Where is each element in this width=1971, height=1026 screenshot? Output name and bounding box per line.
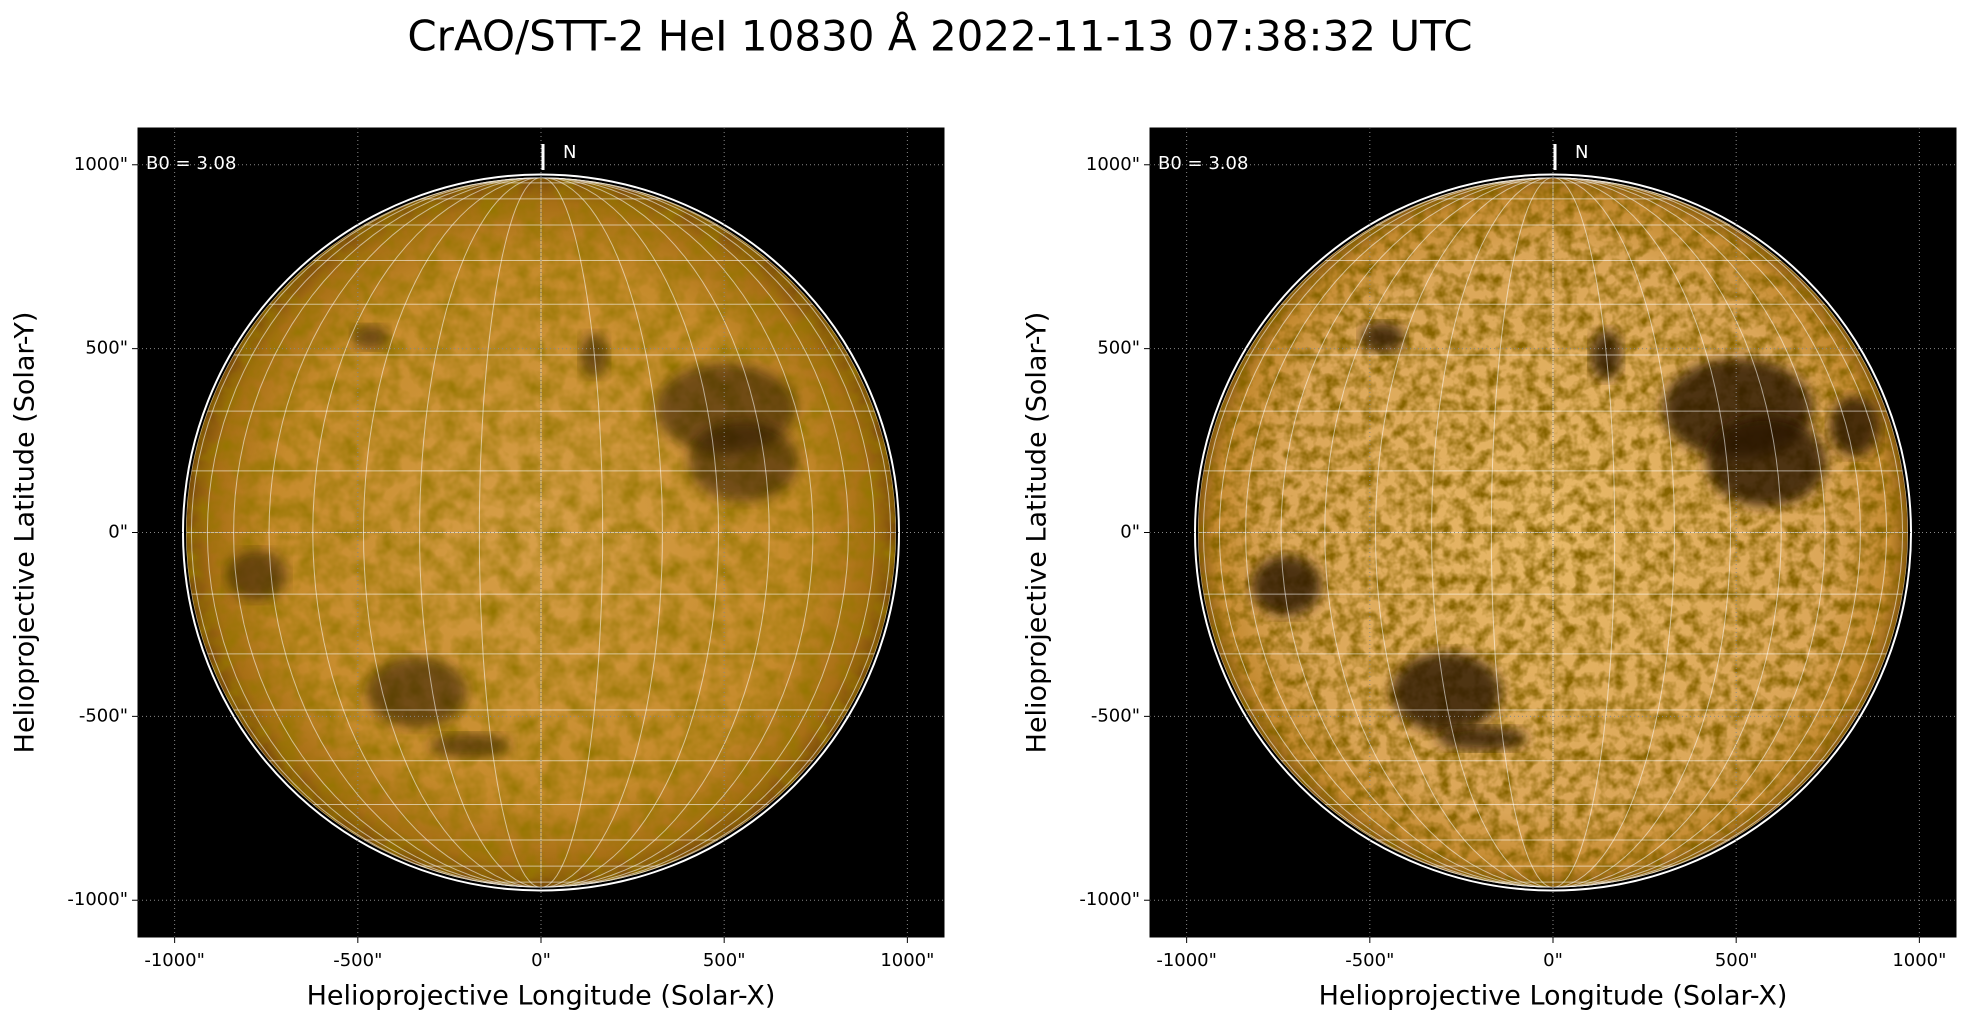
dark-region [352, 325, 389, 350]
axes-frame [1149, 127, 1957, 938]
figure-title: CrAO/STT-2 HeI 10830 Å 2022-11-13 07:38:… [407, 11, 1472, 61]
y-tick-label: 500" [1097, 338, 1140, 359]
y-tick-label: -500" [1091, 705, 1140, 726]
x-tick-label: -1000" [1156, 950, 1217, 971]
north-label: N [563, 142, 576, 163]
dark-region [1251, 555, 1322, 616]
dark-region [1360, 322, 1405, 353]
y-tick-label: 500" [85, 338, 128, 359]
x-tick-label: -500" [1345, 950, 1394, 971]
x-axis-label: Helioprojective Longitude (Solar-X) [1319, 981, 1788, 1012]
y-tick-label: -500" [79, 705, 128, 726]
axes: -1000" -500" 0" 500" 1000" -1000" -500" 0" 500" 1… [10, 127, 945, 1012]
x-axis-label: Helioprojective Longitude (Solar-X) [307, 981, 776, 1012]
y-tick-label: -1000" [67, 889, 128, 910]
north-label: N [1575, 142, 1588, 163]
y-axis-label: Helioprojective Latitude (Solar-Y) [1022, 312, 1053, 754]
y-tick-label: 1000" [74, 154, 128, 175]
x-tick-label: 1000" [1892, 950, 1946, 971]
x-tick-label: 0" [1543, 950, 1563, 971]
y-tick-label: 1000" [1086, 154, 1140, 175]
dark-region [688, 421, 799, 502]
dark-region [366, 657, 467, 728]
y-tick-label: 0" [108, 522, 128, 543]
x-tick-label: 500" [1715, 950, 1758, 971]
y-axis-label: Helioprojective Latitude (Solar-Y) [10, 312, 41, 754]
dark-region [1706, 416, 1827, 507]
y-tick-label: 0" [1120, 522, 1140, 543]
annotation: B0 = 3.08 [1158, 153, 1248, 174]
x-tick-label: -1000" [144, 950, 205, 971]
dark-region [1829, 395, 1880, 456]
x-tick-label: -500" [333, 950, 382, 971]
x-tick-label: 1000" [880, 950, 934, 971]
axes-frame [137, 127, 945, 938]
axes: -1000" -500" 0" 500" 1000" -1000" -500" 0" 500" 1… [1022, 127, 1957, 1012]
y-tick-label: -1000" [1079, 889, 1140, 910]
x-tick-label: 0" [531, 950, 551, 971]
dark-region [429, 733, 510, 758]
x-tick-label: 500" [703, 950, 746, 971]
annotation: B0 = 3.08 [146, 153, 236, 174]
dark-region [1391, 652, 1502, 733]
dark-region [1436, 726, 1527, 751]
